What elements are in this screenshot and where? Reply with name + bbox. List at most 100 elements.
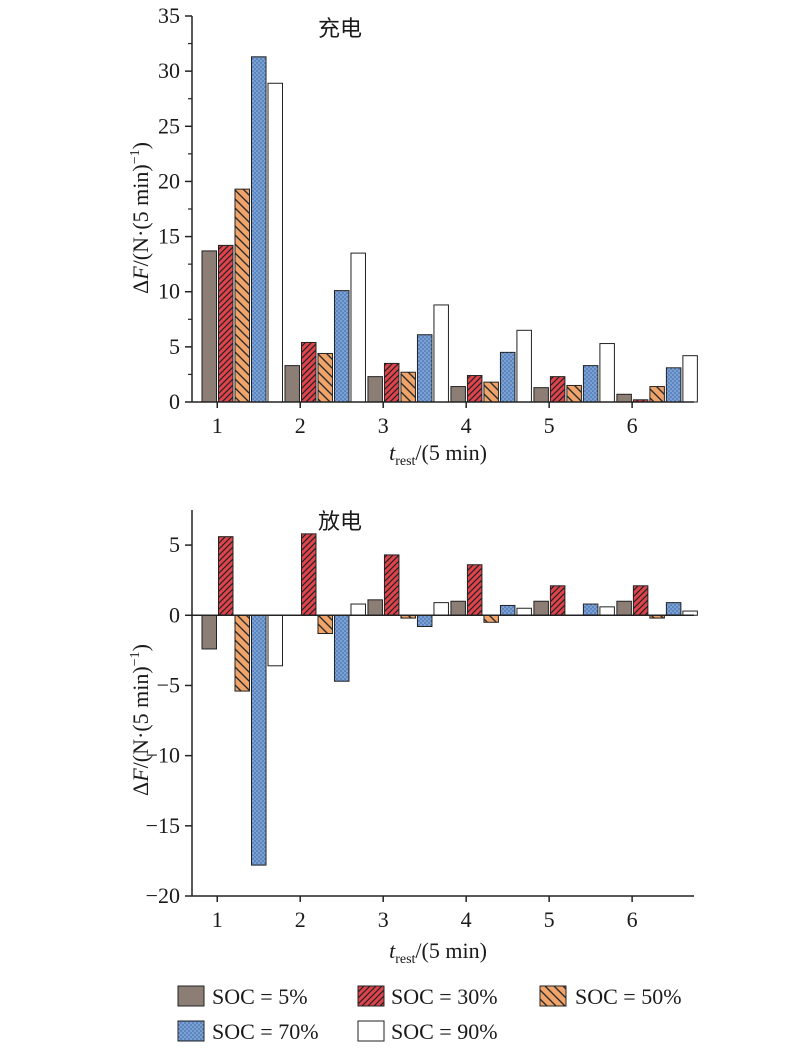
top-bar-2-soc-5 [350, 252, 366, 403]
top-y-tick-label: 15 [158, 224, 180, 249]
bottom-bar-6-soc-1 [616, 600, 632, 616]
top-bar-1-soc-5 [267, 82, 283, 403]
bottom-bar-6-soc-4 [665, 602, 682, 616]
top-x-tick-label: 1 [212, 413, 223, 438]
top-bar-6-soc-1 [616, 393, 632, 403]
legend-label-soc-5: SOC = 5% [212, 984, 308, 1009]
legend-swatch-soc-70 [177, 1020, 205, 1042]
bottom-bar-3-soc-1 [367, 599, 383, 616]
bottom-bar-4-soc-2 [466, 564, 483, 616]
top-bar-2-soc-1 [284, 365, 300, 403]
bottom-bar-3-soc-5 [433, 602, 449, 616]
top-bar-5-soc-1 [533, 387, 549, 403]
legend-label-soc-30: SOC = 30% [391, 984, 498, 1009]
top-bar-3-soc-5 [433, 304, 449, 403]
top-x-tick-label: 4 [461, 413, 472, 438]
svg-text:ΔF/(N·(5 min)−1): ΔF/(N·(5 min)−1) [128, 644, 153, 796]
bottom-y-axis-label: ΔF/(N·(5 min)−1) [128, 644, 153, 796]
top-bar-1-soc-3 [234, 188, 250, 403]
top-bar-6-soc-4 [665, 367, 682, 403]
top-bar-3-soc-4 [416, 334, 433, 403]
legend-label-soc-70: SOC = 70% [212, 1019, 319, 1044]
bottom-bar-2-soc-5 [350, 603, 366, 616]
top-bar-1-soc-4 [251, 56, 267, 403]
bottom-bar-5-soc-5 [599, 606, 615, 616]
bottom-chart-plot: −20 −15 −10 −5 0 5 1 2 3 4 5 6 [146, 510, 698, 932]
bottom-x-tick-label: 5 [544, 907, 555, 932]
top-bar-2-soc-2 [300, 341, 317, 403]
top-x-tick-label: 5 [544, 413, 555, 438]
top-bar-2-soc-3 [317, 352, 333, 403]
bottom-bar-1-soc-3 [234, 614, 250, 692]
bottom-bar-6-soc-2 [632, 585, 649, 616]
bottom-y-tick-label: −10 [146, 743, 180, 768]
bottom-bar-2-soc-3 [317, 614, 333, 635]
bottom-bar-2-soc-4 [333, 614, 350, 682]
top-bar-5-soc-4 [582, 365, 599, 403]
bottom-bar-1-soc-4 [251, 614, 267, 866]
top-y-tick-label: 5 [169, 334, 180, 359]
bottom-bar-2-soc-2 [300, 533, 317, 616]
bottom-bar-1-soc-5 [267, 614, 283, 667]
top-x-tick-label: 3 [378, 413, 389, 438]
bottom-y-tick-label: −20 [146, 883, 180, 908]
bottom-x-axis-label: trest/(5 min) [389, 938, 487, 967]
bottom-bar-1-soc-2 [218, 536, 234, 616]
top-bar-3-soc-1 [367, 376, 383, 403]
top-x-tick-label: 2 [295, 413, 306, 438]
bottom-y-tick-label: 0 [169, 602, 180, 627]
top-bar-4-soc-5 [516, 329, 532, 403]
top-bar-4-soc-4 [499, 351, 516, 403]
bottom-bar-3-soc-2 [383, 554, 400, 616]
legend-swatch-soc-90 [357, 1020, 385, 1042]
top-y-tick-label: 0 [169, 389, 180, 414]
top-bar-3-soc-2 [383, 362, 400, 403]
top-bar-4-soc-1 [450, 386, 466, 403]
bottom-bar-5-soc-1 [533, 600, 549, 616]
bottom-bar-4-soc-5 [516, 607, 532, 616]
bottom-bar-4-soc-4 [499, 604, 516, 616]
bottom-chart-title: 放电 [318, 510, 362, 535]
top-bar-6-soc-5 [682, 355, 698, 403]
bottom-y-tick-label: 5 [169, 532, 180, 557]
bottom-bar-5-soc-2 [549, 585, 566, 616]
top-x-tick-label: 6 [627, 413, 638, 438]
legend-swatch-soc-50 [539, 985, 567, 1007]
top-y-tick-label: 30 [158, 58, 180, 83]
top-bar-6-soc-3 [649, 386, 665, 403]
top-y-tick-label: 10 [158, 279, 180, 304]
top-y-tick-label: 25 [158, 113, 180, 138]
bottom-x-tick-label: 1 [212, 907, 223, 932]
bottom-bar-1-soc-1 [201, 614, 217, 650]
bottom-x-tick-label: 2 [295, 907, 306, 932]
bottom-y-tick-label: −15 [146, 813, 180, 838]
top-bar-3-soc-3 [400, 371, 416, 403]
bottom-bar-4-soc-1 [450, 600, 466, 616]
top-bar-5-soc-2 [549, 376, 566, 403]
top-bar-1-soc-2 [218, 244, 234, 403]
bottom-bar-5-soc-4 [582, 603, 599, 616]
top-chart-plot: 0 5 10 15 20 25 30 35 1 2 3 4 5 6 [158, 3, 698, 438]
bottom-x-tick-label: 3 [378, 907, 389, 932]
top-bar-4-soc-2 [466, 375, 483, 403]
top-bar-1-soc-1 [201, 250, 217, 403]
top-y-tick-label: 35 [158, 3, 180, 28]
top-bar-5-soc-3 [566, 384, 582, 403]
top-bar-5-soc-5 [599, 343, 615, 403]
bottom-bar-4-soc-3 [483, 614, 499, 623]
bottom-x-tick-label: 4 [461, 907, 472, 932]
legend-label-soc-50: SOC = 50% [575, 984, 682, 1009]
legend-swatch-soc-5 [177, 985, 205, 1007]
top-chart-title: 充电 [318, 17, 362, 42]
legend-swatch-soc-30 [357, 985, 385, 1007]
top-x-axis-label: trest/(5 min) [389, 440, 487, 469]
top-y-tick-label: 20 [158, 168, 180, 193]
legend-label-soc-90: SOC = 90% [391, 1019, 498, 1044]
top-bar-4-soc-3 [483, 381, 499, 403]
bottom-y-tick-label: −5 [157, 672, 180, 697]
svg-text:ΔF/(N·(5 min)−1): ΔF/(N·(5 min)−1) [128, 142, 153, 294]
top-y-axis-label: ΔF/(N·(5 min)−1) [128, 142, 153, 294]
bottom-x-tick-label: 6 [627, 907, 638, 932]
bottom-bar-3-soc-4 [416, 614, 433, 628]
